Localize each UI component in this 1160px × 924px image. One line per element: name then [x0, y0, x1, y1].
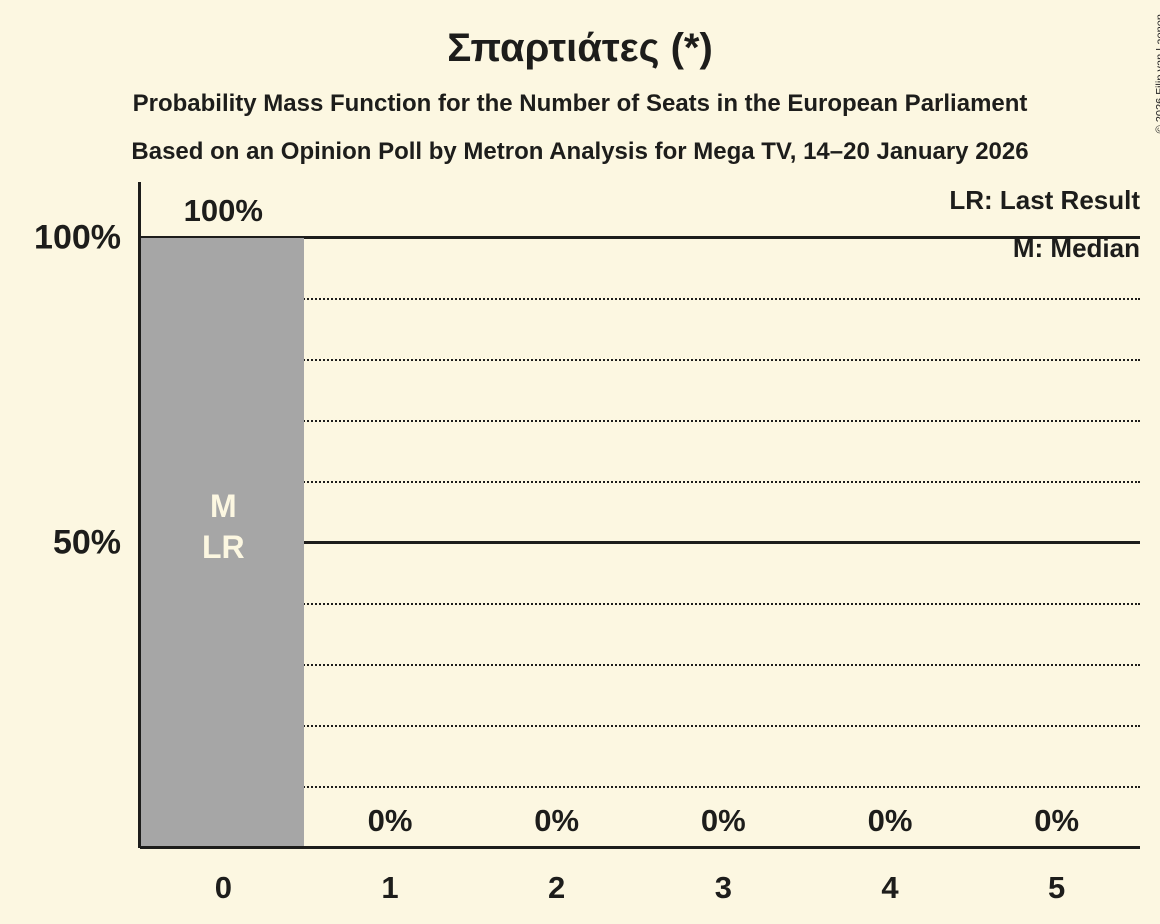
gridline-30pct — [140, 664, 1140, 666]
bar-annotation-label-m: M — [210, 488, 237, 525]
value-label-seats-5: 0% — [1034, 803, 1080, 838]
bar-annotation-label-lr: LR — [202, 529, 245, 566]
value-label-seats-4: 0% — [867, 803, 913, 838]
gridline-50pct — [140, 541, 1140, 544]
gridline-100pct — [140, 236, 1140, 239]
chart-title: Σπαρτιάτες (*) — [447, 26, 713, 70]
y-axis-line — [138, 182, 141, 848]
x-tick-label-0: 0 — [214, 870, 232, 905]
value-label-seats-0: 100% — [183, 193, 263, 228]
y-axis-label-50pct: 50% — [52, 523, 121, 562]
x-tick-label-5: 5 — [1048, 870, 1066, 905]
x-tick-label-3: 3 — [714, 870, 732, 905]
gridline-60pct — [140, 481, 1140, 483]
bar-slot-2: 0% 2 — [473, 238, 640, 905]
bar-slot-5: 0% 5 — [973, 238, 1140, 905]
gridline-70pct — [140, 420, 1140, 422]
chart-subtitle: Probability Mass Function for the Number… — [132, 90, 1028, 117]
chart-poll-source: Based on an Opinion Poll by Metron Analy… — [131, 138, 1029, 165]
bar-slot-4: 0% 4 — [807, 238, 974, 905]
bar-annotation-0: M LR — [140, 486, 307, 568]
y-axis-label-100pct: 100% — [34, 218, 121, 257]
gridline-90pct — [140, 298, 1140, 300]
x-tick-label-2: 2 — [548, 870, 566, 905]
gridline-40pct — [140, 603, 1140, 605]
legend-last-result: LR: Last Result — [949, 185, 1140, 215]
copyright-notice: © 2026 Filip van Laenen — [1154, 14, 1160, 133]
x-axis-line — [140, 846, 1140, 849]
bar-seats-0 — [140, 238, 304, 848]
bar-slot-3: 0% 3 — [640, 238, 807, 905]
legend-median: M: Median — [1012, 233, 1140, 263]
gridline-20pct — [140, 725, 1140, 727]
x-tick-label-1: 1 — [381, 870, 399, 905]
value-label-seats-2: 0% — [534, 803, 580, 838]
x-tick-label-4: 4 — [881, 870, 899, 905]
gridline-10pct — [140, 786, 1140, 788]
gridline-80pct — [140, 359, 1140, 361]
bar-slot-1: 0% 1 — [307, 238, 474, 905]
plot-area: 100% 0 M LR 0% 1 0% 2 0% 3 0% 4 0% 5 100% 50% — [34, 193, 1140, 905]
bar-slot-0: 100% 0 M LR — [140, 193, 307, 905]
value-label-seats-3: 0% — [700, 803, 746, 838]
value-label-seats-1: 0% — [367, 803, 413, 838]
